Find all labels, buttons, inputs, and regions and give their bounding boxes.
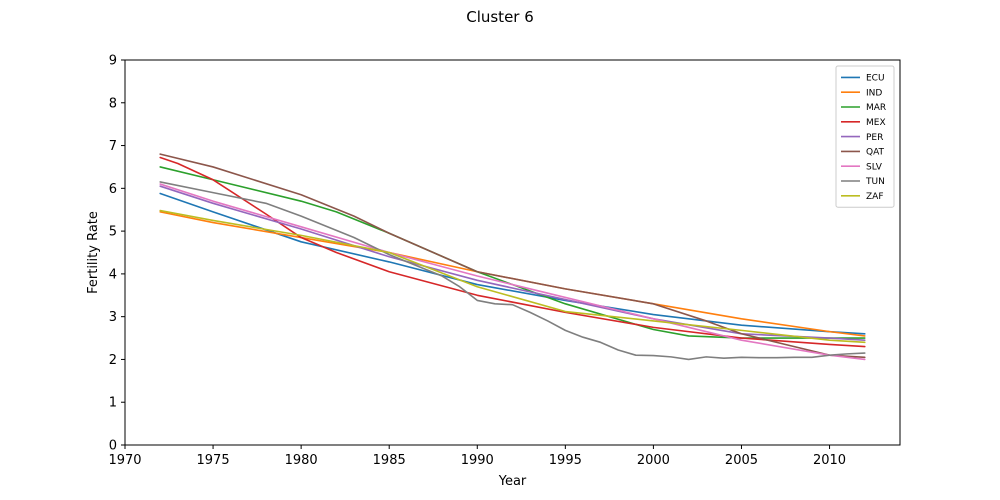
y-tick-label: 7: [109, 139, 117, 154]
legend: ECU IND MAR MEX PER QAT SLV TUN ZAF: [835, 65, 895, 208]
x-tick-label: 1980: [285, 453, 318, 468]
x-tick-label: 1990: [461, 453, 494, 468]
y-tick-label: 3: [109, 310, 117, 325]
x-axis-label: Year: [498, 474, 527, 489]
x-tick-label: 2010: [813, 453, 846, 468]
x-tick-label: 1995: [549, 453, 582, 468]
series-line-qat: [159, 153, 866, 359]
legend-label-slv: SLV: [866, 162, 883, 172]
x-tick-label: 1975: [197, 453, 230, 468]
legend-label-mar: MAR: [866, 103, 886, 113]
legend-label-zaf: ZAF: [866, 192, 884, 202]
y-tick-label: 0: [109, 439, 117, 454]
axes-frame: [124, 59, 901, 446]
legend-label-ind: IND: [866, 88, 882, 98]
y-tick-label: 1: [109, 396, 117, 411]
y-axis: 0 1 2 3 4 5 6 7 8 9: [109, 54, 125, 454]
y-tick-label: 5: [109, 225, 117, 240]
series-line-zaf: [159, 209, 866, 344]
legend-box: [835, 65, 895, 208]
series-line-ecu: [159, 192, 866, 335]
y-tick-label: 2: [109, 353, 117, 368]
series-line-slv: [159, 183, 866, 361]
x-axis: 1970 1975 1980 1985 1990 1995 2000 2005 2010: [108, 445, 846, 468]
y-tick-label: 6: [109, 182, 117, 197]
x-tick-label: 1970: [108, 453, 141, 468]
y-axis-label: Fertility Rate: [86, 211, 101, 294]
series-line-tun: [159, 181, 866, 361]
legend-label-qat: QAT: [866, 148, 885, 158]
y-tick-label: 4: [109, 267, 117, 282]
legend-label-mex: MEX: [866, 118, 886, 128]
y-tick-label: 8: [109, 96, 117, 111]
y-tick-label: 9: [109, 54, 117, 69]
x-tick-label: 2000: [637, 453, 670, 468]
series-lines: [159, 153, 866, 361]
legend-label-tun: TUN: [865, 177, 885, 187]
x-tick-label: 2005: [725, 453, 758, 468]
legend-label-ecu: ECU: [866, 74, 885, 84]
series-line-mex: [159, 156, 866, 348]
legend-label-per: PER: [866, 133, 883, 143]
chart-title: Cluster 6: [466, 8, 534, 26]
x-tick-label: 1985: [373, 453, 406, 468]
